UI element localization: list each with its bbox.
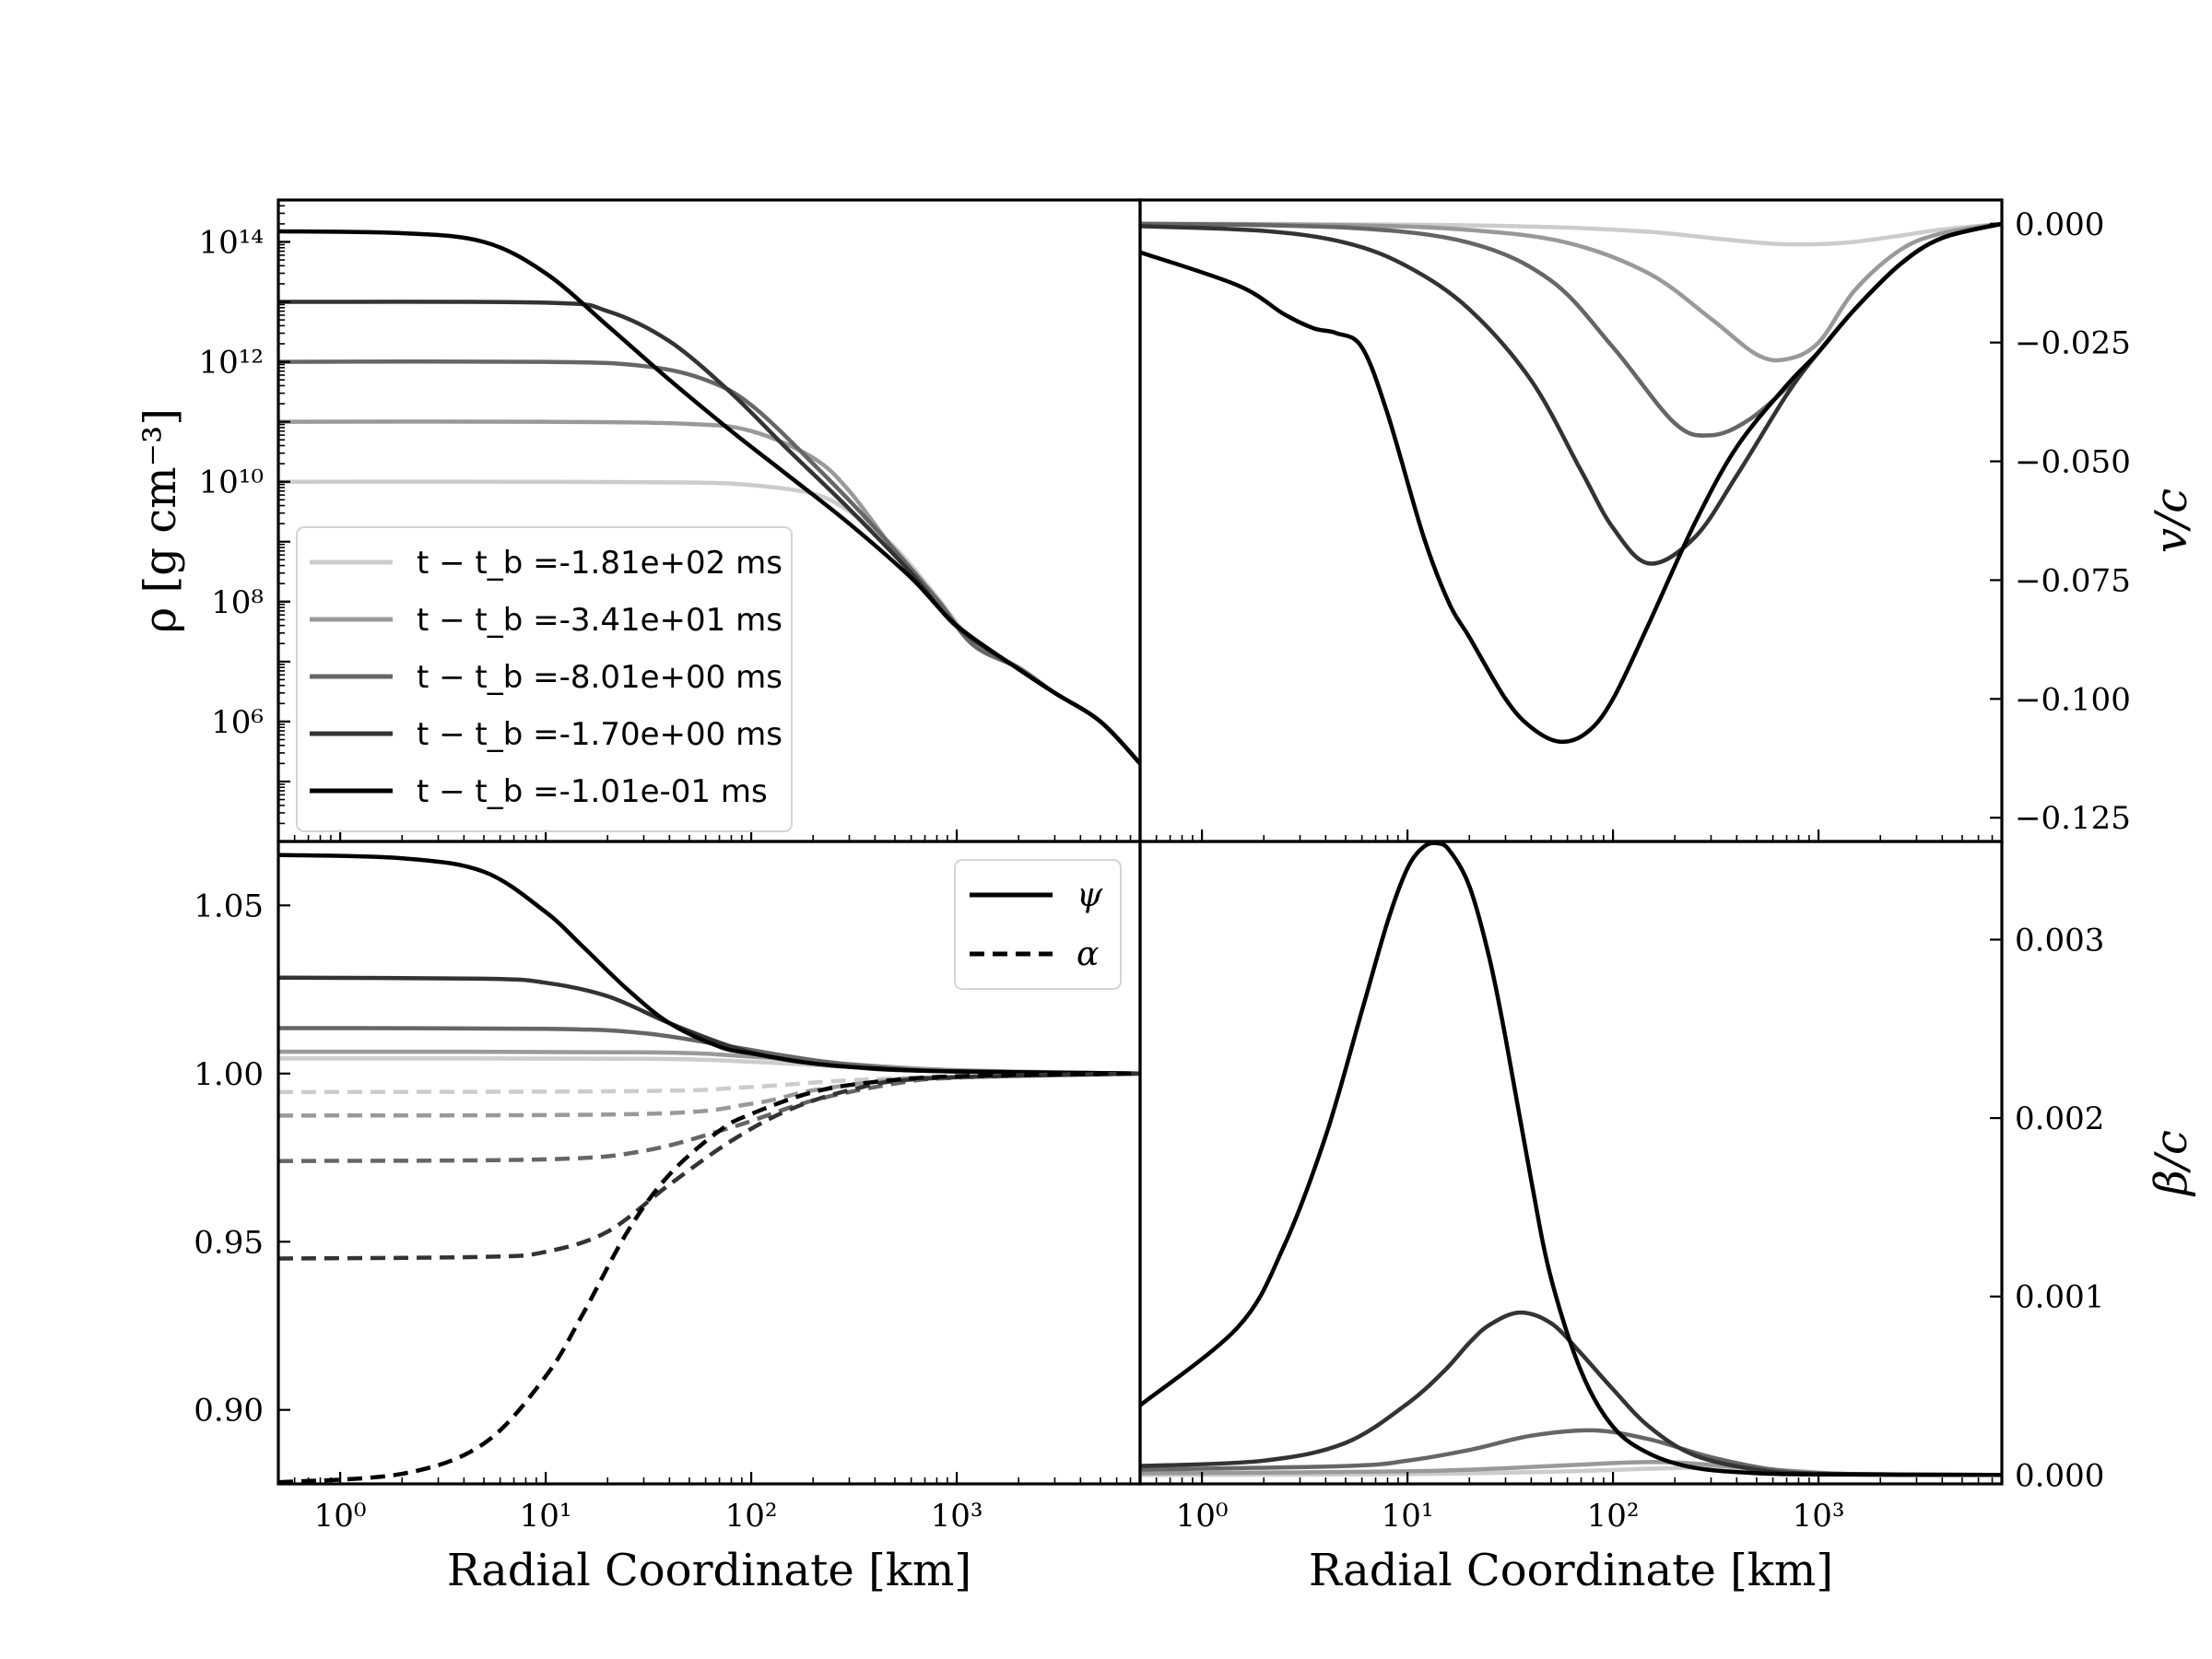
series-line-4 xyxy=(1140,221,2002,745)
y-tick-label: 10⁸ xyxy=(211,584,264,621)
y-tick-label: 10¹² xyxy=(198,345,264,382)
y-tick-label: 1.00 xyxy=(194,1056,264,1093)
x-tick-label: 10² xyxy=(725,1498,778,1535)
series-line-3 xyxy=(1140,221,2002,566)
x-tick-label: 10⁰ xyxy=(1176,1498,1229,1535)
y-tick-label: 0.000 xyxy=(2015,206,2104,243)
series-line-4 xyxy=(278,853,1140,1077)
legend-label: t − t_b =-1.01e-01 ms xyxy=(417,773,768,810)
y-tick-label: 10¹⁴ xyxy=(198,224,264,261)
y-tick-label: 0.95 xyxy=(194,1224,264,1261)
series-line-2 xyxy=(1140,221,2002,438)
panel-bottom-left: 0.90 0.95 1.00 1.05 10⁰ 10¹ 10² 10³ Radial Coord… xyxy=(194,840,1142,1596)
legend-box xyxy=(296,526,793,832)
plot-frame xyxy=(1138,840,2004,1486)
y-tick-label: −0.075 xyxy=(2015,562,2131,599)
panel-bottom-right: 0.000 0.001 0.002 0.003 10⁰ 10¹ 10² 10³ Radial C… xyxy=(1138,840,2197,1596)
y-axis-title: β/c xyxy=(2146,1130,2197,1197)
y-tick-label: 0.001 xyxy=(2015,1279,2104,1316)
series-group xyxy=(278,853,1140,1484)
series-group xyxy=(1140,221,2002,745)
x-tick-label: 10⁰ xyxy=(314,1498,367,1535)
series-line-4 xyxy=(1140,841,2002,1477)
y-axis-title: ρ [g cm⁻³] xyxy=(135,408,186,633)
x-tick-label: 10¹ xyxy=(1382,1498,1434,1535)
series-line-alpha-6 xyxy=(278,1071,1140,1118)
y-axis-title: v/c xyxy=(2146,488,2197,553)
y-tick-label: 0.002 xyxy=(2015,1100,2104,1137)
legend-label: α xyxy=(1077,935,1099,973)
y-tick-label: 0.90 xyxy=(194,1393,264,1430)
series-line-alpha-5 xyxy=(278,1071,1140,1095)
y-tick-label: 1.05 xyxy=(194,888,264,924)
series-group xyxy=(1140,841,2002,1477)
series-line-3 xyxy=(1140,1310,2002,1477)
legend-box xyxy=(954,859,1122,990)
y-tick-label: 0.003 xyxy=(2015,922,2104,959)
y-tick-label: 10¹⁰ xyxy=(198,465,264,501)
y-tick-label: −0.100 xyxy=(2015,681,2131,718)
y-tick-label: −0.050 xyxy=(2015,444,2131,481)
y-tick-label: −0.025 xyxy=(2015,325,2131,362)
series-line-4 xyxy=(278,229,1140,765)
x-tick-label: 10¹ xyxy=(520,1498,572,1535)
legend-label: t − t_b =-8.01e+00 ms xyxy=(417,659,782,696)
x-tick-label: 10³ xyxy=(931,1498,983,1535)
series-line-alpha-7 xyxy=(278,1071,1140,1163)
legend: t − t_b =-1.81e+02 ms t − t_b =-3.41e+01 … xyxy=(296,526,793,832)
series-line-alpha-8 xyxy=(278,1071,1140,1261)
y-tick-label: 10⁶ xyxy=(211,704,264,741)
x-tick-label: 10³ xyxy=(1793,1498,1845,1535)
legend-label: t − t_b =-1.81e+02 ms xyxy=(417,545,782,582)
series-line-1 xyxy=(1140,221,2002,363)
series-line-2 xyxy=(1140,1428,2002,1477)
series-line-alpha-9 xyxy=(278,1071,1140,1484)
y-tick-label: 0.000 xyxy=(2015,1457,2104,1494)
x-axis-title: Radial Coordinate [km] xyxy=(1309,1545,1833,1596)
x-tick-label: 10² xyxy=(1587,1498,1640,1535)
legend-label: t − t_b =-1.70e+00 ms xyxy=(417,716,782,753)
x-axis-title: Radial Coordinate [km] xyxy=(447,1545,971,1596)
panel-top-right: 0.000 −0.025 −0.050 −0.075 −0.100 −0.125 v/c xyxy=(1138,198,2197,843)
legend-label: ψ xyxy=(1077,877,1103,914)
y-tick-label: −0.125 xyxy=(2015,800,2131,837)
panel-top-left: 10¹⁴ 10¹² 10¹⁰ 10⁸ 10⁶ ρ [g cm⁻³] t − t_b =-1.… xyxy=(135,198,1142,843)
legend-label: t − t_b =-3.41e+01 ms xyxy=(417,602,782,639)
legend: ψα xyxy=(954,859,1122,990)
series-group xyxy=(278,229,1140,765)
